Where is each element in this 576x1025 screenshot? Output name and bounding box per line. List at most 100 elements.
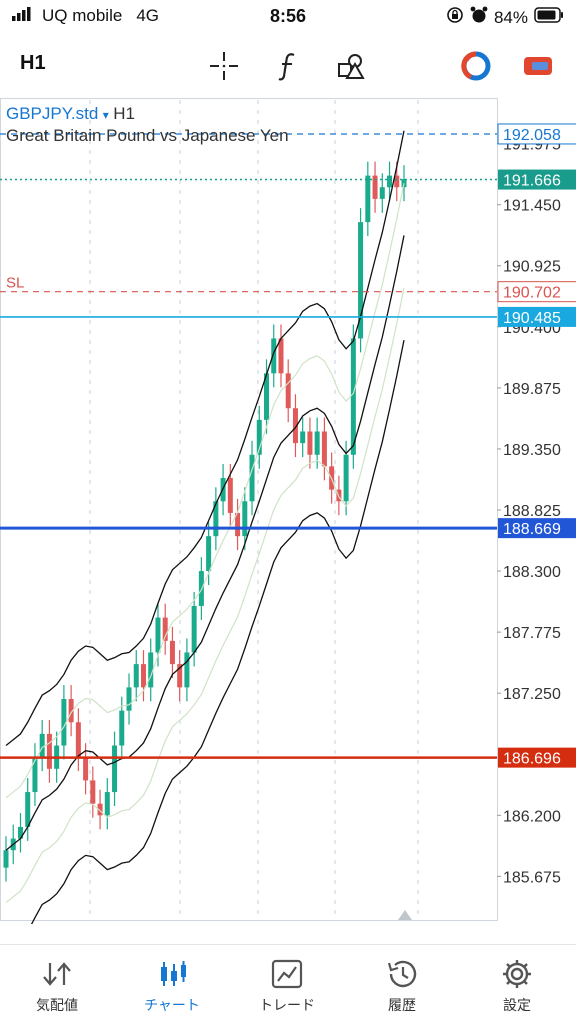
crosshair-icon[interactable] [206, 48, 242, 84]
candle-body [264, 373, 270, 420]
y-tick-label: 185.675 [503, 869, 561, 886]
candle-body [365, 175, 371, 223]
timeframe-button[interactable]: H1 [20, 52, 46, 74]
candle-body [271, 338, 277, 374]
candle-body [249, 454, 255, 502]
candle-body [61, 699, 67, 746]
tab-quotes[interactable]: 気配値 [7, 957, 107, 1015]
tab-label: 設定 [503, 997, 531, 1013]
candle-body [184, 652, 190, 688]
bottom-tab-bar: 気配値 チャート トレード 履歴 設定 [0, 944, 576, 1025]
blue-level-price-tag: 188.669 [498, 518, 576, 539]
candle-body [177, 664, 183, 688]
tab-settings[interactable]: 設定 [467, 957, 567, 1015]
candle-body [83, 757, 89, 781]
symbol-dropdown-icon[interactable]: ▾ [102, 108, 109, 122]
candle-body [256, 419, 262, 455]
candle-body [387, 175, 393, 188]
candle-body [379, 187, 385, 199]
candle-body [133, 664, 139, 688]
trade-icon[interactable] [458, 48, 494, 84]
candle-body [148, 652, 154, 688]
candle-body [285, 373, 291, 409]
stop-loss-level-tag-box [497, 281, 576, 303]
stop-loss-level-price-tag: 190.702 [497, 281, 576, 303]
candle-body [169, 640, 175, 665]
alarm-icon [470, 6, 488, 29]
inner-upper-band-line [5, 182, 405, 799]
y-tick-label: 188.825 [503, 503, 561, 520]
chart-canvas[interactable]: 191.975191.450190.925190.400189.875189.3… [0, 98, 576, 956]
stop-loss-level-tag-text: 190.702 [503, 285, 561, 302]
lower-band-line [5, 339, 405, 956]
quotes-icon [7, 957, 107, 991]
carrier-name: UQ mobile [42, 6, 123, 25]
y-tick-label: 187.250 [503, 686, 561, 703]
candle-body [104, 792, 110, 816]
chart-timeframe: H1 [113, 104, 135, 123]
tab-chart[interactable]: チャート [122, 957, 222, 1015]
bid-level-price-tag: 191.666 [498, 169, 576, 190]
history-icon [352, 957, 452, 991]
tab-trade[interactable]: トレード [237, 957, 337, 1015]
bid-level-tag-box [498, 169, 576, 190]
y-tick-label: 191.450 [503, 198, 561, 215]
candle-body [372, 175, 378, 199]
blue-level-tag-text: 188.669 [503, 521, 561, 538]
candle-body [350, 338, 356, 455]
candle-body [242, 501, 248, 537]
tab-history[interactable]: 履歴 [352, 957, 452, 1015]
chart-toolbar: H1 [0, 34, 576, 98]
tab-label: チャート [144, 997, 200, 1013]
candle-body [90, 780, 96, 804]
function-icon[interactable] [270, 48, 306, 84]
cyan-level-price-tag: 190.485 [498, 306, 576, 327]
candle-body [32, 757, 38, 793]
red-level-tag-text: 186.696 [503, 751, 561, 768]
price-chart[interactable]: GBPJPY.std ▾ H1 Great Britain Pound vs J… [0, 98, 576, 956]
ask-level-tag-box [497, 123, 576, 145]
trade-chart-icon [237, 957, 337, 991]
candle-body [17, 826, 23, 839]
candle-body [321, 431, 327, 467]
battery-icon [534, 7, 564, 28]
candle-body [39, 733, 45, 758]
y-tick-label: 189.350 [503, 442, 561, 459]
candle-body [126, 687, 132, 711]
settings-icon [467, 957, 567, 991]
candle-body [227, 478, 233, 513]
candle-body [3, 850, 9, 868]
candle-body [112, 745, 118, 793]
y-tick-label: 188.300 [503, 564, 561, 581]
candle-body [46, 733, 52, 769]
candle-body [97, 803, 103, 816]
candle-body [314, 431, 320, 455]
candle-body [68, 699, 74, 723]
candle-body [140, 664, 146, 688]
inner-lower-band-line [5, 287, 405, 904]
cyan-level-tag-box [498, 306, 576, 327]
symbol-description: Great Britain Pound vs Japanese Yen [6, 126, 289, 145]
upper-band-line [5, 130, 405, 747]
chart-header: GBPJPY.std ▾ H1 Great Britain Pound vs J… [6, 104, 289, 146]
blue-level-tag-box [498, 518, 576, 539]
sl-label: SL [6, 275, 24, 292]
account-icon[interactable] [520, 48, 556, 84]
objects-icon[interactable] [334, 48, 370, 84]
candle-body [292, 408, 298, 444]
candle-body [235, 512, 241, 537]
symbol-name[interactable]: GBPJPY.std [6, 104, 99, 123]
chart-shift-marker [398, 910, 412, 920]
tab-label: 履歴 [388, 997, 416, 1013]
y-tick-label: 186.200 [503, 808, 561, 825]
orientation-lock-icon [446, 6, 464, 29]
candle-body [25, 792, 31, 827]
candle-body [162, 617, 168, 641]
cyan-level-tag-text: 190.485 [503, 310, 561, 327]
bid-level-tag-text: 191.666 [503, 173, 561, 190]
plot-border [0, 98, 498, 921]
ask-level-tag-text: 192.058 [503, 127, 561, 144]
candle-body [206, 536, 212, 572]
moving-average-line [5, 235, 405, 851]
candle-body [307, 431, 313, 455]
